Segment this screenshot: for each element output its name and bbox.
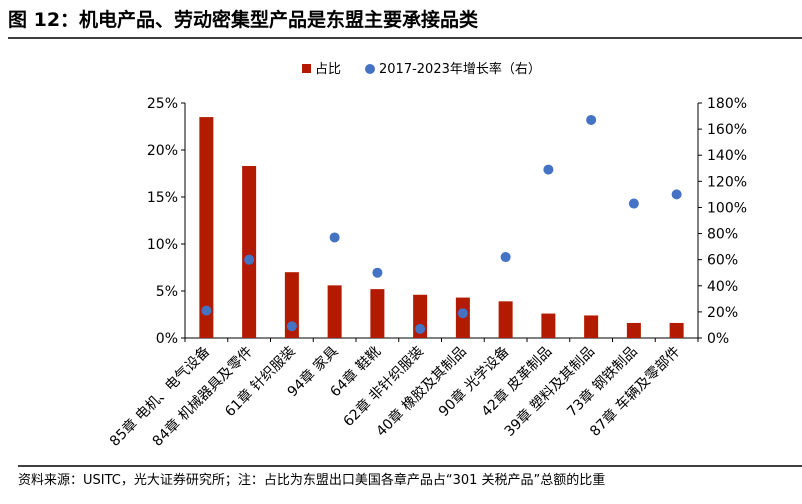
dot (372, 267, 383, 278)
bar (327, 285, 342, 338)
dot (628, 198, 639, 209)
left-tick-label: 5% (156, 284, 178, 300)
dot (415, 323, 426, 334)
chart-title: 图 12：机电产品、劳动密集型产品是东盟主要承接品类 (8, 8, 478, 31)
right-tick-label: 120% (707, 174, 747, 190)
right-tick-label: 180% (707, 96, 747, 112)
right-tick-label: 60% (707, 253, 738, 269)
bar (242, 165, 257, 338)
bar (498, 301, 513, 338)
right-tick-label: 20% (707, 305, 738, 321)
dot (244, 254, 255, 265)
dot (457, 308, 468, 319)
right-tick-label: 160% (707, 122, 747, 138)
right-tick-label: 140% (707, 148, 747, 164)
legend-dot-swatch (365, 64, 375, 74)
right-tick-label: 80% (707, 227, 738, 243)
dot (671, 189, 682, 200)
bar (199, 117, 214, 338)
dot (286, 321, 297, 332)
bar (626, 322, 641, 338)
left-tick-label: 20% (147, 143, 178, 159)
dot (329, 232, 340, 243)
legend: 占比 2017-2023年增长率（右） (302, 61, 541, 77)
right-tick-label: 40% (707, 279, 738, 295)
dot (201, 305, 212, 316)
dot (500, 252, 511, 263)
bar (370, 289, 385, 338)
right-tick-label: 0% (707, 331, 729, 347)
source-note: 资料来源：USITC，光大证券研究所；注：占比为东盟出口美国各章产品占“301 … (18, 472, 605, 488)
legend-label-dot: 2017-2023年增长率（右） (379, 61, 541, 77)
bar (541, 313, 556, 338)
legend-bar-swatch (302, 64, 311, 73)
left-tick-label: 15% (147, 190, 178, 206)
legend-label-bar: 占比 (315, 62, 341, 77)
dot (543, 164, 554, 175)
x-tick-label: 62章 非针织服装 (340, 343, 427, 430)
dot (586, 114, 597, 125)
bar (669, 322, 684, 338)
left-tick-label: 25% (147, 96, 178, 112)
bar (584, 315, 599, 338)
left-tick-label: 10% (147, 237, 178, 253)
bar (284, 272, 299, 338)
right-tick-label: 100% (707, 200, 747, 216)
left-tick-label: 0% (156, 331, 178, 347)
